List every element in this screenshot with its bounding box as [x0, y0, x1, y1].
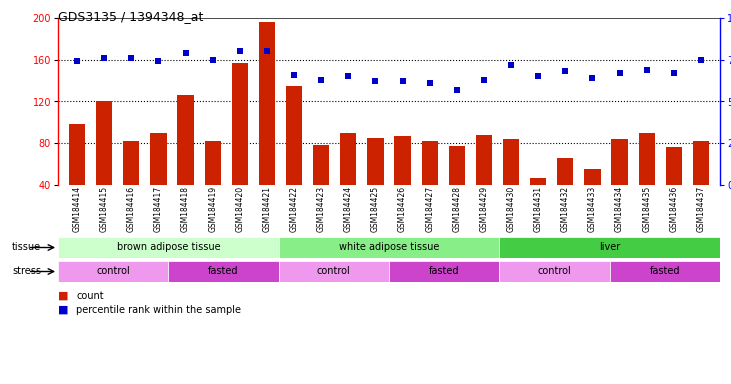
Text: GSM184419: GSM184419 — [208, 186, 217, 232]
Text: GSM184432: GSM184432 — [561, 186, 570, 232]
Point — [668, 70, 680, 76]
Point — [180, 50, 192, 56]
Bar — [232, 63, 248, 227]
Text: GSM184436: GSM184436 — [670, 186, 678, 232]
Text: GSM184435: GSM184435 — [643, 186, 651, 232]
Point — [559, 68, 571, 74]
Point — [370, 78, 382, 84]
Bar — [123, 141, 140, 227]
Point — [234, 48, 246, 55]
Bar — [168, 261, 279, 282]
Text: GSM184423: GSM184423 — [317, 186, 326, 232]
Bar — [476, 135, 492, 227]
Text: GSM184426: GSM184426 — [398, 186, 407, 232]
Bar — [530, 178, 546, 227]
Text: GSM184420: GSM184420 — [235, 186, 244, 232]
Bar — [503, 139, 519, 227]
Text: liver: liver — [599, 243, 621, 253]
Text: brown adipose tissue: brown adipose tissue — [116, 243, 220, 253]
Bar — [58, 261, 168, 282]
Text: GSM184417: GSM184417 — [154, 186, 163, 232]
Text: GSM184428: GSM184428 — [452, 186, 461, 232]
Point — [397, 78, 409, 84]
Text: GSM184430: GSM184430 — [507, 186, 515, 232]
Text: GSM184434: GSM184434 — [615, 186, 624, 232]
Text: fasted: fasted — [650, 266, 680, 276]
Text: control: control — [537, 266, 572, 276]
Bar — [259, 22, 275, 227]
Bar — [151, 133, 167, 227]
Text: ■: ■ — [58, 291, 69, 301]
Bar — [340, 133, 357, 227]
Bar — [611, 139, 628, 227]
Point — [587, 75, 599, 81]
Text: fasted: fasted — [429, 266, 459, 276]
Bar — [499, 261, 610, 282]
Text: fasted: fasted — [208, 266, 239, 276]
Bar — [279, 237, 499, 258]
Bar — [69, 124, 85, 227]
Point — [71, 58, 83, 65]
Text: ■: ■ — [58, 305, 69, 315]
Point — [153, 58, 164, 65]
Bar — [557, 158, 574, 227]
Point — [505, 62, 517, 68]
Point — [342, 73, 354, 79]
Text: count: count — [76, 291, 104, 301]
Text: tissue: tissue — [12, 243, 41, 253]
Bar — [666, 147, 682, 227]
Point — [207, 57, 219, 63]
Bar — [313, 145, 329, 227]
Point — [478, 77, 490, 83]
Bar — [499, 237, 720, 258]
Text: white adipose tissue: white adipose tissue — [338, 243, 439, 253]
Text: GSM184416: GSM184416 — [126, 186, 136, 232]
Text: percentile rank within the sample: percentile rank within the sample — [76, 305, 241, 315]
Bar — [395, 136, 411, 227]
Bar — [639, 133, 655, 227]
Bar — [693, 141, 709, 227]
Point — [532, 73, 544, 79]
Point — [98, 55, 110, 61]
Text: control: control — [317, 266, 351, 276]
Text: GDS3135 / 1394348_at: GDS3135 / 1394348_at — [58, 10, 203, 23]
Point — [424, 80, 436, 86]
Text: GSM184414: GSM184414 — [72, 186, 81, 232]
Text: GSM184429: GSM184429 — [480, 186, 488, 232]
Text: GSM184424: GSM184424 — [344, 186, 353, 232]
Point — [126, 55, 137, 61]
Bar — [96, 101, 113, 227]
Point — [695, 57, 707, 63]
Bar — [279, 261, 389, 282]
Text: GSM184422: GSM184422 — [289, 186, 298, 232]
Text: GSM184421: GSM184421 — [262, 186, 271, 232]
Point — [261, 48, 273, 55]
Text: GSM184431: GSM184431 — [534, 186, 542, 232]
Text: GSM184425: GSM184425 — [371, 186, 380, 232]
Text: GSM184433: GSM184433 — [588, 186, 597, 232]
Point — [288, 72, 300, 78]
Point — [614, 70, 626, 76]
Bar — [367, 138, 384, 227]
Text: GSM184437: GSM184437 — [697, 186, 705, 232]
Text: GSM184427: GSM184427 — [425, 186, 434, 232]
Bar — [286, 86, 302, 227]
Text: stress: stress — [12, 266, 41, 276]
Point — [315, 77, 327, 83]
Bar — [422, 141, 438, 227]
Text: GSM184415: GSM184415 — [99, 186, 109, 232]
Bar — [389, 261, 499, 282]
Bar — [178, 95, 194, 227]
Point — [451, 87, 463, 93]
Point — [641, 67, 653, 73]
Bar — [205, 141, 221, 227]
Text: control: control — [96, 266, 130, 276]
Bar — [449, 146, 465, 227]
Bar — [610, 261, 720, 282]
Bar — [584, 169, 601, 227]
Bar — [58, 237, 279, 258]
Text: GSM184418: GSM184418 — [181, 186, 190, 232]
